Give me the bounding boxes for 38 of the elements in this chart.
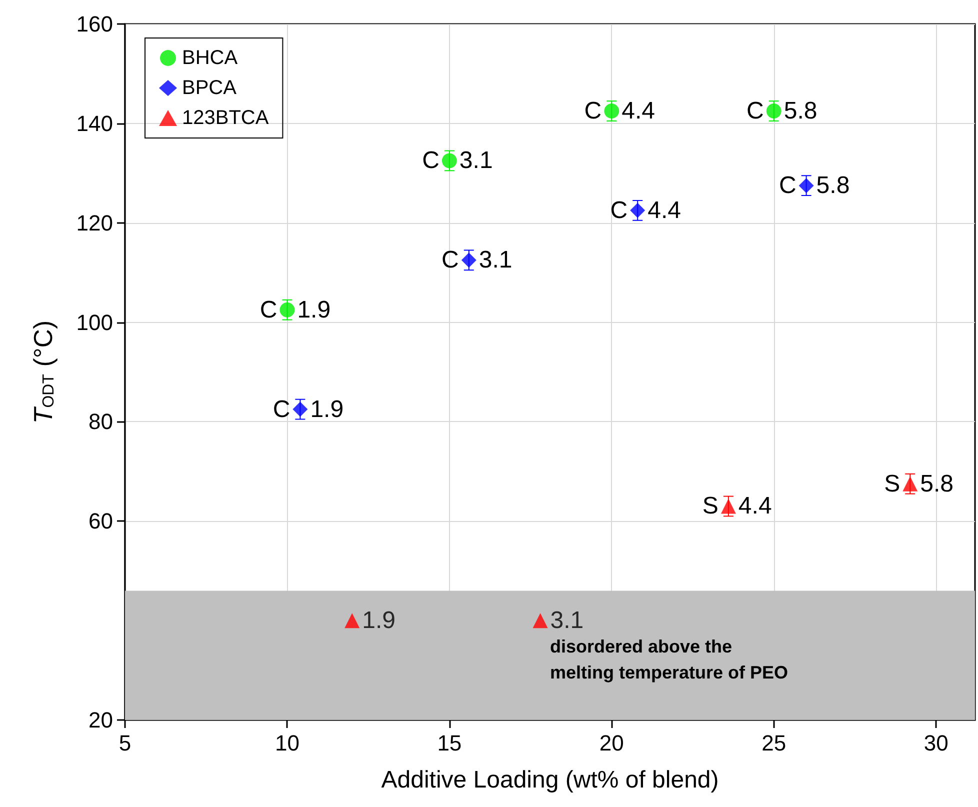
y-tick-label: 160 xyxy=(76,12,113,36)
y-tick-label: 60 xyxy=(88,508,113,534)
data-label: C 3.1 xyxy=(422,147,493,174)
y-tick-label: 20 xyxy=(88,708,113,732)
x-tick-label: 30 xyxy=(924,730,948,756)
point xyxy=(902,476,918,492)
data-label: C 3.1 xyxy=(442,246,512,274)
legend-label: BHCA xyxy=(182,47,238,69)
y-tick-label: 100 xyxy=(76,310,113,335)
data-label: S 5.8 xyxy=(884,470,954,498)
x-tick-label: 10 xyxy=(274,730,300,756)
data-label: C 4.4 xyxy=(610,196,681,224)
point xyxy=(532,613,548,628)
data-label: C 1.9 xyxy=(260,296,331,324)
point xyxy=(280,302,295,318)
y-axis-title: TODT (°C) xyxy=(28,320,58,424)
y-tick-label: 120 xyxy=(76,210,113,236)
y-tick-label: 140 xyxy=(76,110,113,136)
data-label: C 5.8 xyxy=(778,172,850,200)
legend-label: BPCA xyxy=(182,77,238,99)
point xyxy=(766,104,782,118)
annotation: 1.9 xyxy=(362,607,396,634)
data-label: C 5.8 xyxy=(746,98,818,124)
data-label: C 1.9 xyxy=(272,396,344,423)
legend-label: 123BTCA xyxy=(182,107,270,129)
annotation: 3.1 xyxy=(550,607,584,634)
data-label: S 4.4 xyxy=(702,492,772,520)
band-label: disordered above the melting temperature of PEO xyxy=(550,636,788,682)
x-tick-label: 5 xyxy=(118,730,132,756)
point xyxy=(442,153,457,168)
point xyxy=(344,613,360,628)
data-label: C 4.4 xyxy=(584,98,656,124)
x-axis-title: Additive Loading (wt% of blend) xyxy=(381,766,719,794)
x-tick-label: 15 xyxy=(437,730,462,756)
x-tick-label: 20 xyxy=(599,730,624,756)
y-tick-label: 80 xyxy=(88,409,113,434)
point xyxy=(604,104,620,118)
x-tick-label: 25 xyxy=(762,730,786,756)
